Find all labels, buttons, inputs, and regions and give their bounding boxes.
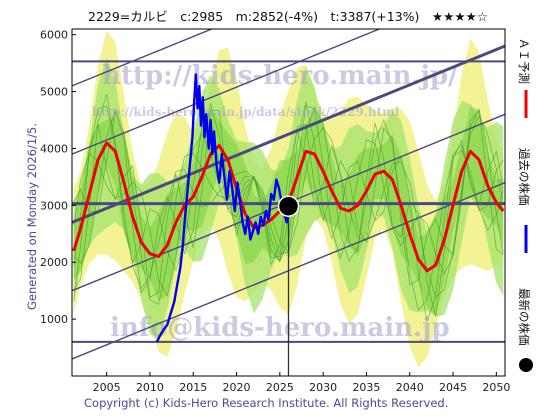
x-tick-label: 2015 [179, 381, 207, 394]
y-tick-label: 1000 [40, 313, 68, 326]
watermark-group: http://kids-hero.main.jp/ http://kids-he… [92, 61, 458, 343]
legend: ＡＩ予測 過去の株価 最新の株価 [517, 38, 533, 372]
y-tick-label: 3000 [40, 199, 68, 212]
current-marker-group [277, 195, 300, 217]
x-tick-label: 2010 [136, 381, 164, 394]
y-tick-label: 2000 [40, 256, 68, 269]
scenario-line [73, 103, 504, 294]
legend-past-label: 過去の株価 [517, 148, 531, 206]
x-tick-label: 2040 [396, 381, 424, 394]
grid [72, 29, 505, 376]
y-tick-label: 6000 [40, 29, 68, 42]
y-axis: 1000 2000 3000 4000 5000 6000 [40, 29, 76, 326]
channel-line [72, 29, 382, 155]
watermark-small: http://kids-hero.main.jp/data/stock/2229… [92, 105, 400, 119]
x-tick-label: 2030 [309, 381, 337, 394]
x-axis: 2005 2010 2015 2020 2025 2030 2035 2040 2045 2050 [93, 372, 510, 394]
generated-date: Generated on Monday 2026/1/5. [25, 123, 39, 310]
y-tick-label: 5000 [40, 86, 68, 99]
copyright: Copyright (c) Kids-Hero Research Institu… [84, 396, 448, 410]
channel-line [72, 44, 505, 224]
chart-header: 2229=カルビ c:2985 m:2852(-4%) t:3387(+13%)… [88, 9, 488, 24]
channel-line [72, 29, 214, 87]
x-tick-label: 2005 [93, 381, 121, 394]
x-tick-label: 2050 [482, 381, 510, 394]
watermark-top: http://kids-hero.main.jp/ [102, 61, 458, 91]
y-tick-label: 4000 [40, 142, 68, 155]
watermark-bottom: info@kids-hero.main.jp [110, 313, 450, 343]
legend-ai-label: ＡＩ予測 [517, 38, 531, 84]
x-tick-label: 2025 [266, 381, 294, 394]
legend-latest-label: 最新の株価 [517, 288, 531, 346]
current-price-marker [277, 195, 300, 217]
x-tick-label: 2020 [223, 381, 251, 394]
scenario-line [73, 109, 504, 317]
x-tick-label: 2035 [352, 381, 380, 394]
past-price-line [155, 73, 290, 343]
x-tick-label: 2045 [439, 381, 467, 394]
legend-latest-dot [519, 358, 533, 372]
plot-border [71, 28, 506, 377]
